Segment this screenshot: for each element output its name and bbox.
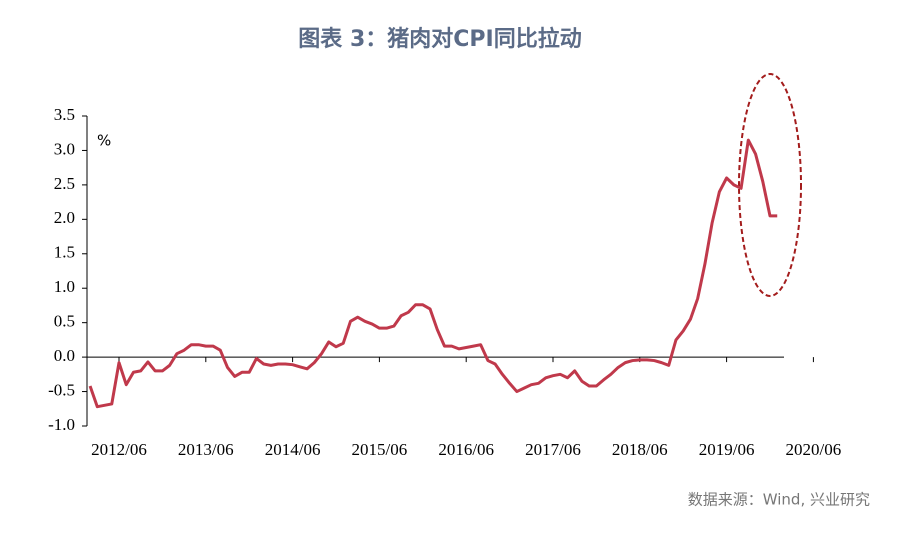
x-tick-label: 2020/06 [786, 440, 842, 459]
y-tick-label: -0.5 [48, 380, 75, 399]
x-tick-label: 2013/06 [178, 440, 234, 459]
x-tick-label: 2014/06 [265, 440, 321, 459]
x-tick-label: 2018/06 [612, 440, 668, 459]
x-tick-label: 2019/06 [699, 440, 755, 459]
y-tick-label: 2.5 [54, 174, 75, 193]
y-tick-label: 0.0 [54, 346, 75, 365]
y-tick-label: -1.0 [48, 415, 75, 434]
y-tick-label: 1.5 [54, 243, 75, 262]
y-tick-label: 0.5 [54, 312, 75, 331]
data-line [88, 138, 778, 409]
x-tick-label: 2017/06 [525, 440, 581, 459]
x-tick-label: 2015/06 [352, 440, 408, 459]
y-tick-label: 3.5 [54, 105, 75, 124]
x-tick-label: 2012/06 [91, 440, 147, 459]
y-tick-label: 2.0 [54, 208, 75, 227]
y-axis-label: % [97, 132, 111, 150]
highlight-ellipse [738, 73, 802, 297]
y-tick-label: 1.0 [54, 277, 75, 296]
source-note: 数据来源：Wind, 兴业研究 [688, 491, 870, 509]
y-tick-label: 3.0 [54, 139, 75, 158]
x-tick-label: 2016/06 [438, 440, 494, 459]
chart-title: 图表 3：猪肉对CPI同比拉动 [298, 26, 581, 52]
